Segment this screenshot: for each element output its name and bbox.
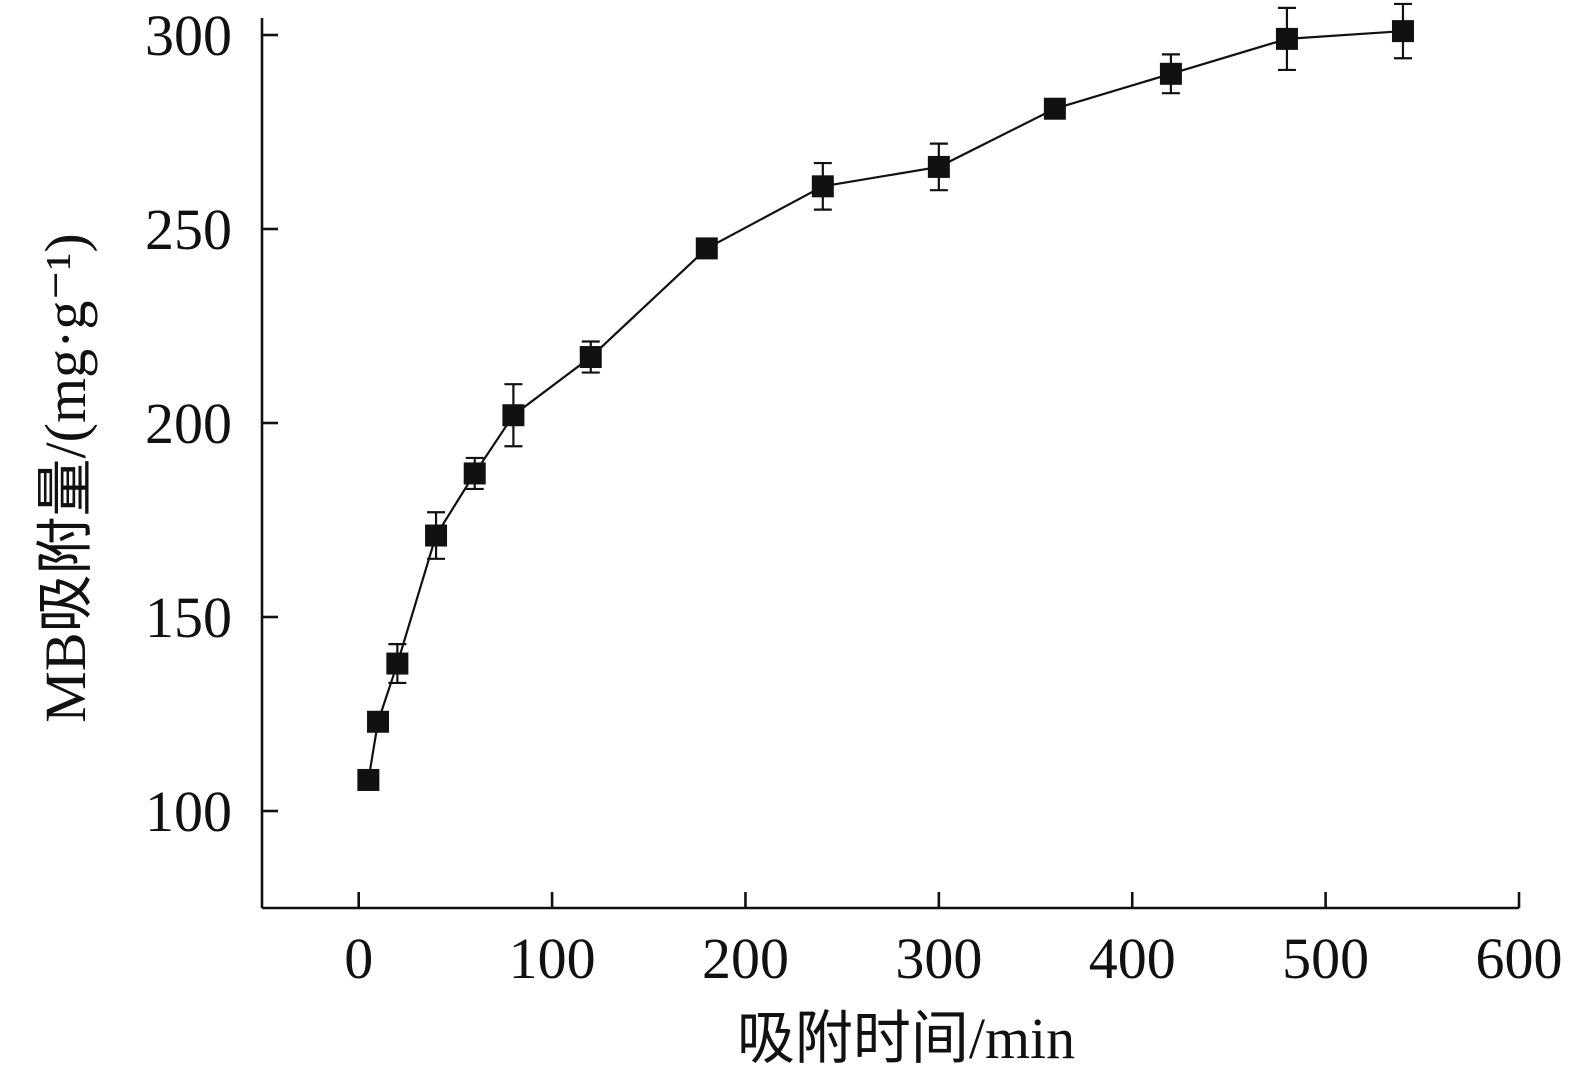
series-line [367,30,1404,781]
x-tick-label: 100 [509,926,596,991]
x-tick-label: 200 [702,926,789,991]
data-point [502,404,525,427]
y-tick-label: 250 [145,197,232,262]
x-tick-label: 500 [1282,926,1369,991]
x-tick-label: 400 [1089,926,1176,991]
data-point [579,346,602,369]
data-point [811,175,834,198]
data-point [1275,27,1298,50]
data-point [927,155,950,178]
error-bars [359,2,1412,789]
data-point [386,652,409,675]
data-point [1391,20,1414,43]
y-tick-label: 150 [145,585,232,650]
x-ticks: 0 100 200 300 400 500 600 [344,892,1563,991]
data-point [1043,97,1066,120]
markers [357,20,1414,791]
x-tick-label: 600 [1476,926,1563,991]
y-tick-label: 200 [145,391,232,456]
data-point [425,524,448,547]
data-point [357,768,380,791]
data-point [1159,62,1182,85]
data-point [367,710,390,733]
y-tick-label: 100 [145,779,232,844]
x-tick-label: 300 [895,926,982,991]
data-point [695,237,718,260]
y-axis-title: MB吸附量/(mg·g⁻¹) [33,233,98,722]
data-point [463,462,486,485]
y-ticks: 100 150 200 250 300 [145,3,278,844]
y-tick-label: 300 [145,3,232,68]
x-axis-title: 吸附时间/min [737,1006,1075,1071]
x-tick-label: 0 [344,926,373,991]
axes: 0 100 200 300 400 500 600 100 150 200 250 300 [145,3,1563,991]
plot-area [357,2,1414,791]
